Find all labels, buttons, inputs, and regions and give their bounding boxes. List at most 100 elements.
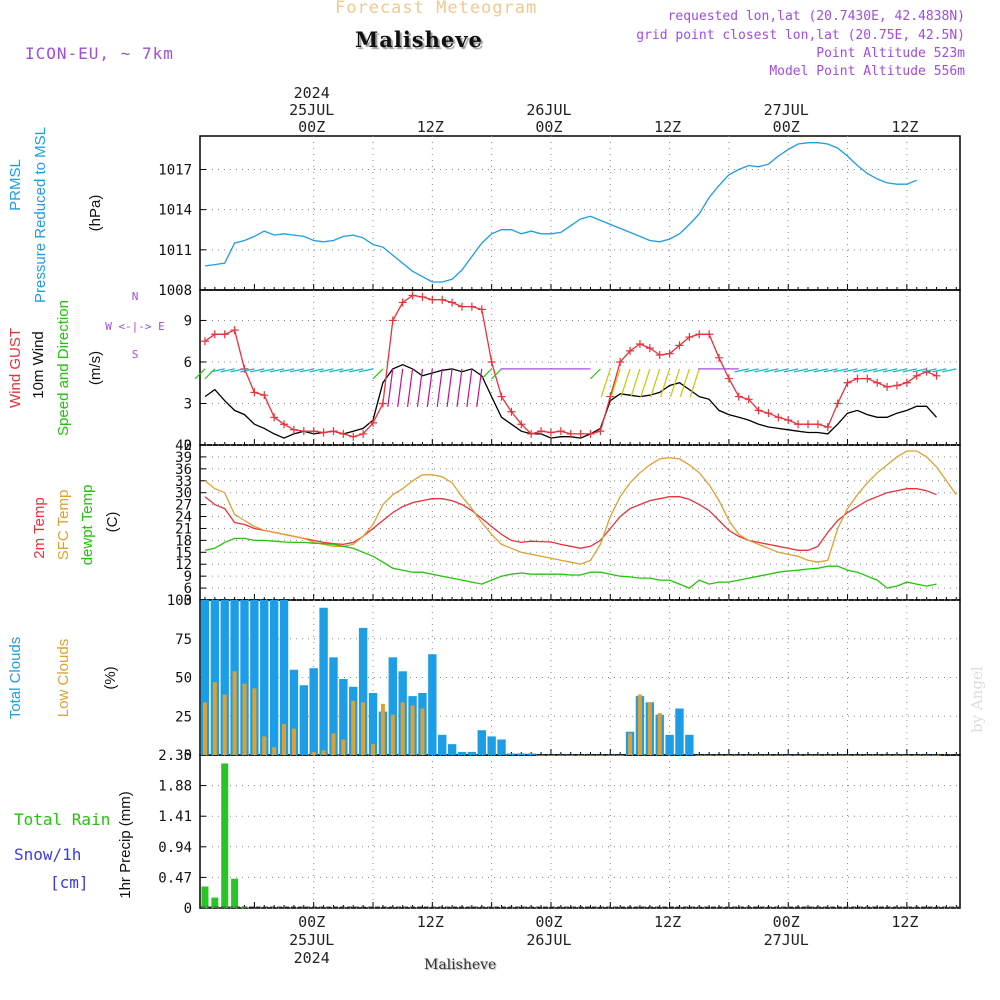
wind-direction-arrow: [912, 368, 927, 373]
total-cloud-bar: [803, 755, 813, 756]
gust-marker: [260, 391, 269, 400]
total-cloud-bar: [813, 755, 823, 756]
wind-gust-label: Wind GUST: [7, 328, 24, 408]
wind-direction-arrow: [882, 368, 898, 373]
time-label-bottom: 27JUL: [764, 931, 809, 949]
time-label-bottom: 00Z: [773, 913, 800, 931]
time-label-top: 27JUL: [764, 101, 809, 119]
gust-marker: [586, 429, 595, 438]
gust-marker: [398, 298, 407, 307]
gust-marker: [784, 416, 793, 425]
total-cloud-bar: [586, 755, 595, 756]
total-cloud-bar: [704, 755, 714, 756]
total-cloud-bar: [823, 755, 832, 756]
gust-marker: [457, 302, 466, 311]
total-cloud-bar: [724, 755, 734, 756]
prmsl-line: [204, 142, 917, 283]
gust-marker: [438, 295, 447, 304]
time-label-bottom: 25JUL: [289, 931, 334, 949]
point-altitude: Point Altitude 523m: [816, 46, 965, 61]
wind-direction-arrow: [329, 368, 344, 373]
time-label-top: 12Z: [654, 118, 681, 136]
y-tick-label: 1017: [158, 162, 192, 178]
temp-dewpt-label: dewpt Temp: [79, 485, 96, 566]
y-tick-label: 27: [175, 498, 192, 514]
gust-marker: [527, 429, 536, 438]
time-label-top: 26JUL: [526, 101, 571, 119]
watermark: by Angel: [968, 666, 986, 733]
total-cloud-bar: [467, 751, 477, 755]
total-cloud-bar: [734, 755, 743, 756]
gust-marker: [863, 374, 872, 383]
gust-marker: [813, 420, 822, 429]
wind-direction-arrow: [358, 368, 374, 373]
time-label-bottom: 12Z: [891, 913, 918, 931]
wind-direction-arrow: [679, 368, 690, 398]
location-title: Malisheve: [355, 27, 483, 52]
y-tick-label: 0: [184, 438, 192, 454]
low-cloud-bar: [361, 702, 366, 755]
gust-marker: [675, 341, 684, 350]
gust-marker: [823, 423, 832, 432]
wind-direction-arrow: [319, 368, 334, 373]
compass-north: N: [132, 290, 139, 303]
total-cloud-bar: [695, 755, 704, 756]
wind-direction-arrow: [853, 368, 868, 373]
wind-direction-arrow: [833, 368, 848, 373]
gust-marker: [556, 427, 565, 436]
wind-direction-arrow: [210, 368, 225, 373]
wind-direction-arrow: [466, 368, 473, 407]
temp-2m-label: 2m Temp: [31, 497, 48, 558]
total-cloud-bar: [487, 736, 496, 755]
low-cloud-bar: [371, 744, 376, 755]
wind-direction-arrow: [589, 368, 601, 380]
wind-direction-arrow: [194, 368, 206, 380]
low-cloud-bar: [232, 671, 237, 755]
wind-direction-arrow: [299, 368, 314, 373]
total-cloud-bar: [497, 739, 506, 755]
total-cloud-bar: [309, 668, 318, 755]
wind-direction-arrow: [610, 368, 621, 398]
low-cloud-bar: [410, 705, 415, 755]
low-cloud-bar: [311, 751, 316, 755]
y-tick-label: 42: [175, 438, 192, 454]
total-cloud-bar: [863, 755, 872, 756]
wind-direction-arrow: [339, 368, 354, 373]
total-cloud-bar: [596, 755, 605, 756]
total-cloud-bar: [873, 755, 882, 756]
wind-direction-arrow: [774, 368, 789, 373]
wind-direction-arrow: [230, 368, 245, 373]
time-label-top: 12Z: [417, 118, 444, 136]
gust-marker: [804, 420, 812, 429]
wind-direction-arrow: [446, 368, 453, 407]
wind-direction-arrow: [734, 368, 749, 373]
low-cloud-bar: [262, 736, 267, 755]
low-cloud-bar: [202, 702, 207, 755]
total-cloud-bar: [902, 755, 912, 756]
low-cloud-bar: [212, 682, 217, 755]
wind-direction-arrow: [204, 368, 216, 380]
wind-direction-arrow: [456, 368, 463, 407]
gust-marker: [378, 399, 387, 408]
clouds-unit-label: (%): [102, 666, 119, 689]
y-tick-label: 0: [184, 901, 192, 917]
y-tick-label: 100: [167, 593, 192, 609]
total-cloud-bar: [912, 755, 921, 756]
total-cloud-bar: [714, 755, 724, 756]
wind-direction-arrow: [823, 368, 838, 373]
y-tick-label: 1011: [158, 243, 192, 259]
time-label-bottom: 12Z: [417, 913, 444, 931]
low-cloud-bar: [252, 688, 257, 755]
low-cloud-bar: [628, 733, 633, 755]
wind-direction-arrow: [932, 368, 947, 373]
wind-direction-arrow: [620, 368, 631, 398]
wind-10m-label: 10m Wind: [30, 331, 47, 399]
wind-direction-arrow: [793, 368, 809, 373]
y-tick-label: 18: [175, 533, 192, 549]
y-tick-label: 1.41: [158, 809, 192, 825]
wind-direction-arrow: [872, 368, 888, 373]
gust-marker: [665, 349, 674, 358]
compass-west-east: W <-|-> E: [105, 320, 165, 333]
